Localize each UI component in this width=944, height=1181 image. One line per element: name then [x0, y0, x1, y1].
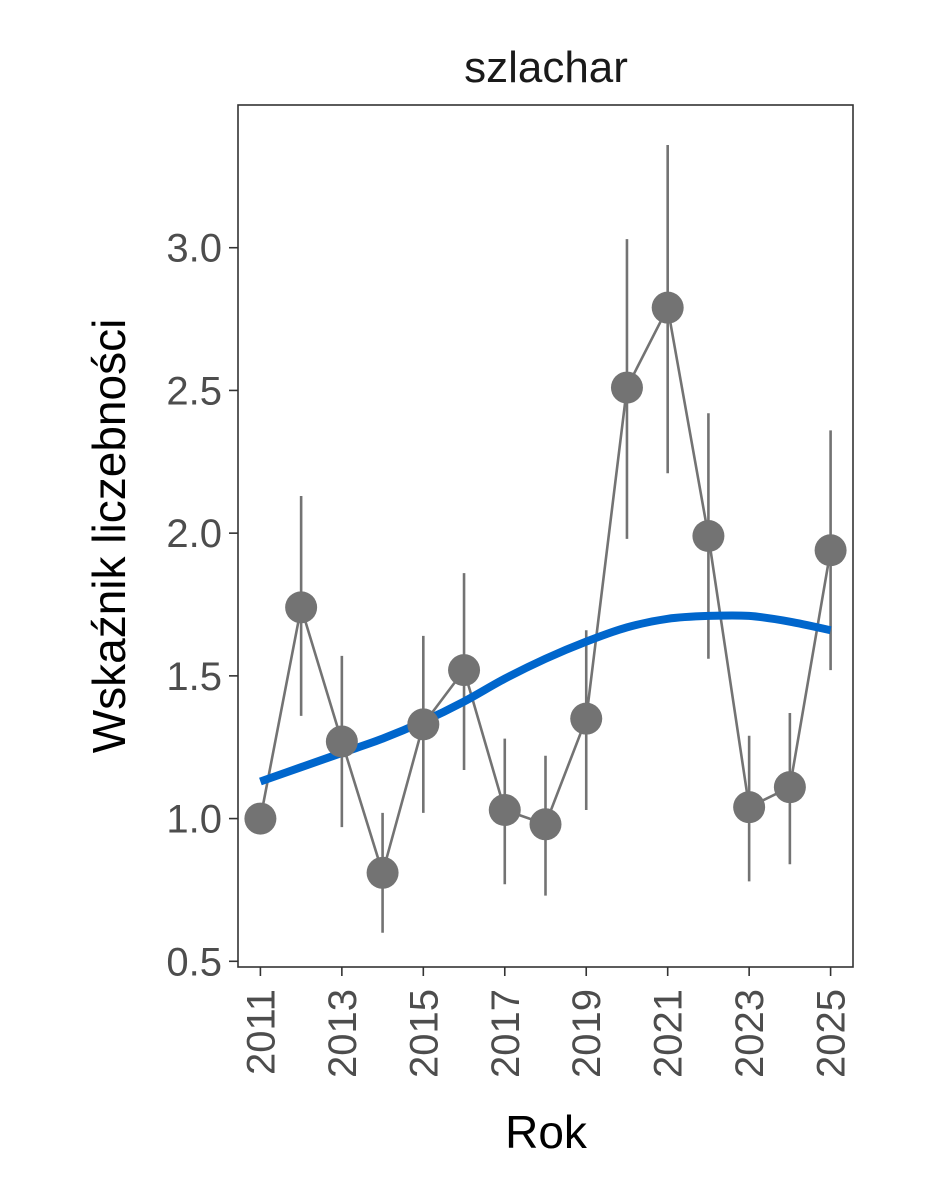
data-points — [244, 291, 847, 889]
y-tick-label: 1.0 — [166, 798, 222, 842]
x-tick-label: 2015 — [402, 989, 446, 1078]
data-point — [366, 856, 399, 889]
data-point — [325, 725, 358, 758]
y-tick-label: 2.0 — [166, 512, 222, 556]
x-tick-label: 2017 — [484, 989, 528, 1078]
data-point — [488, 794, 521, 827]
x-axis-title: Rok — [505, 1106, 588, 1158]
y-axis: 0.5 1.0 1.5 2.0 2.5 3.0 — [166, 227, 238, 984]
x-tick-label: 2023 — [728, 989, 772, 1078]
data-point — [529, 808, 562, 841]
data-point — [570, 702, 603, 735]
data-point — [814, 534, 847, 567]
data-point — [733, 791, 766, 824]
y-tick-label: 2.5 — [166, 369, 222, 413]
data-point — [285, 591, 318, 624]
data-point — [407, 708, 440, 741]
data-point — [610, 371, 643, 404]
x-tick-label: 2011 — [239, 989, 283, 1075]
x-tick-label: 2021 — [647, 989, 691, 1078]
data-point — [651, 291, 684, 324]
data-point — [773, 771, 806, 804]
data-point — [448, 654, 481, 687]
y-tick-label: 1.5 — [166, 655, 222, 699]
data-point — [244, 802, 277, 835]
x-tick-label: 2013 — [321, 989, 365, 1078]
chart-title: szlachar — [464, 43, 628, 92]
y-tick-label: 0.5 — [166, 940, 222, 984]
x-axis: 2011 2013 2015 2017 2019 2021 2023 2025 — [239, 967, 854, 1078]
x-tick-label: 2019 — [565, 989, 609, 1078]
y-axis-title: Wskaźnik liczebności — [83, 319, 135, 754]
x-tick-label: 2025 — [810, 989, 854, 1078]
y-tick-label: 3.0 — [166, 227, 222, 271]
data-point — [692, 520, 725, 552]
